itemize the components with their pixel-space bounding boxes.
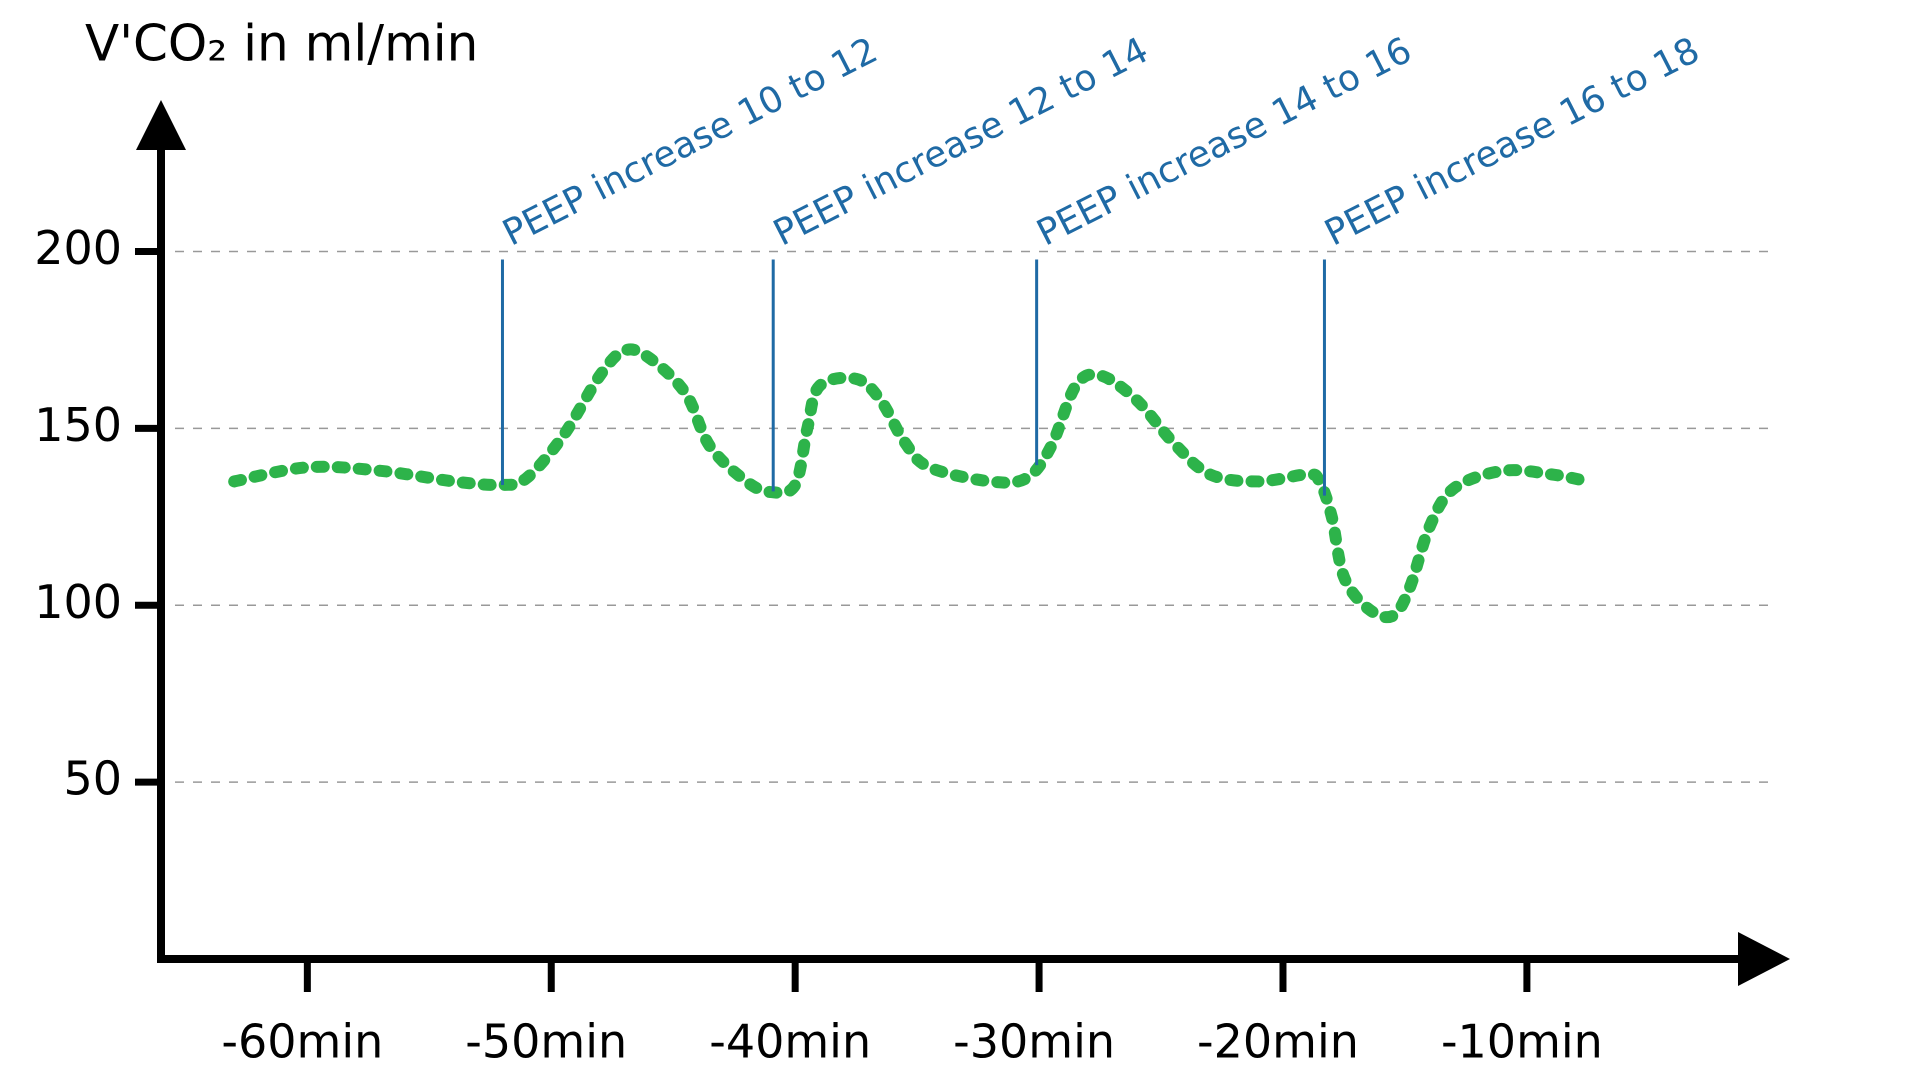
x-tick-label: -20min — [1197, 1015, 1359, 1069]
x-tick-label: -50min — [465, 1015, 627, 1069]
x-tick-label: -10min — [1441, 1015, 1603, 1069]
x-tick-label: -30min — [953, 1015, 1115, 1069]
y-tick-label: 200 — [34, 221, 122, 275]
y-axis-arrow — [136, 100, 186, 150]
x-tick-label: -60min — [221, 1015, 383, 1069]
data-line — [228, 343, 1594, 624]
x-axis-arrow — [1738, 932, 1790, 986]
x-tick-label: -40min — [709, 1015, 871, 1069]
y-tick-label: 50 — [63, 752, 122, 806]
y-tick-label: 150 — [34, 398, 122, 452]
y-axis-label: V'CO₂ in ml/min — [85, 15, 478, 73]
y-tick-label: 100 — [34, 575, 122, 629]
